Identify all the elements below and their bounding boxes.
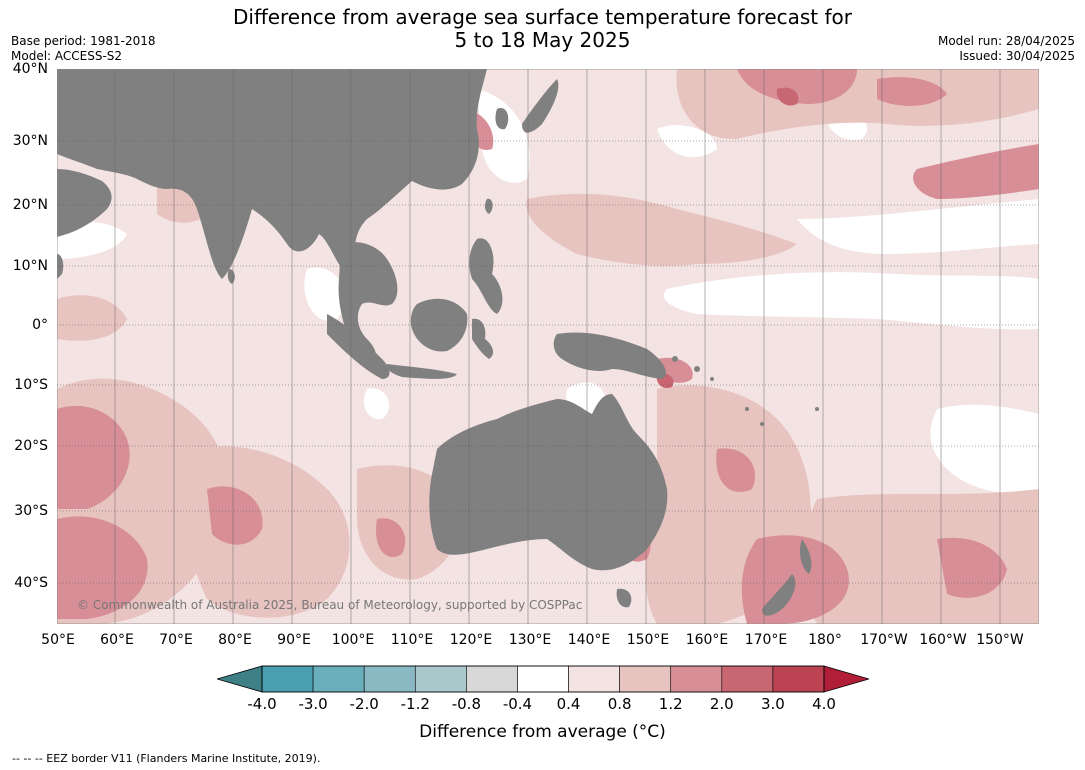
colorbar-tick-label: -0.4 [502, 695, 533, 713]
lon-label-80e: 80°E [218, 632, 252, 648]
lon-label-140e: 140°E [567, 632, 611, 648]
lat-label-eq: 0° [32, 317, 48, 333]
colorbar-tick-label: -4.0 [247, 695, 277, 713]
lon-label-70e: 70°E [159, 632, 193, 648]
lat-label-20n: 20°N [12, 197, 48, 213]
colorbar-segment [568, 665, 620, 693]
colorbar-segment [414, 665, 467, 693]
lon-label-150e: 150°E [626, 632, 670, 648]
lon-label-160w: 160°W [919, 632, 967, 648]
colorbar-tick-label: 0.4 [556, 695, 581, 713]
lon-label-60e: 60°E [100, 632, 134, 648]
lon-label-120e: 120°E [449, 632, 493, 648]
lat-label-30s: 30°S [14, 503, 48, 519]
lon-label-50e: 50°E [41, 632, 75, 648]
issued-date: Issued: 30/04/2025 [959, 49, 1075, 63]
colorbar-tick-label: 2.0 [709, 695, 734, 713]
lon-label-110e: 110°E [390, 632, 434, 648]
model-name: Model: ACCESS-S2 [11, 49, 123, 63]
lon-label-150w: 150°W [976, 632, 1024, 648]
colorbar [217, 665, 869, 693]
lon-label-90e: 90°E [277, 632, 311, 648]
colorbar-tick-label: -3.0 [298, 695, 328, 713]
title-line-2: 5 to 18 May 2025 [454, 28, 631, 52]
colorbar-segment [261, 665, 314, 693]
colorbar-segment [466, 665, 518, 693]
lat-label-10s: 10°S [14, 377, 48, 393]
lon-label-100e: 100°E [331, 632, 375, 648]
colorbar-tick-label: 0.8 [607, 695, 632, 713]
colorbar-segment [619, 665, 672, 693]
colorbar-tick-label: 3.0 [760, 695, 785, 713]
colorbar-title: Difference from average (°C) [419, 722, 666, 742]
lat-label-10n: 10°N [12, 258, 48, 274]
colorbar-extend-low [217, 666, 262, 692]
copyright-text: © Commonwealth of Australia 2025, Bureau… [77, 598, 582, 612]
colorbar-segment [363, 665, 416, 693]
colorbar-tick-label: 4.0 [812, 695, 836, 713]
colorbar-segments [261, 665, 825, 693]
lon-label-180: 180° [808, 632, 842, 648]
colorbar-segment [721, 665, 774, 693]
colorbar-segment [670, 665, 723, 693]
lon-label-170w: 170°W [860, 632, 908, 648]
warm-regions [57, 69, 1039, 624]
colorbar-segment [517, 665, 569, 693]
colorbar-extend-high [824, 666, 869, 692]
colorbar-segment [772, 665, 825, 693]
colorbar-tick-label: -1.2 [400, 695, 430, 713]
eez-footer: -- -- -- EEZ border V11 (Flanders Marine… [12, 752, 321, 765]
model-run: Model run: 28/04/2025 [937, 34, 1075, 48]
sst-anomaly-map: © Commonwealth of Australia 2025, Bureau… [57, 69, 1039, 624]
title-line-1: Difference from average sea surface temp… [232, 5, 852, 29]
lat-label-40s: 40°S [14, 575, 48, 591]
lon-label-130e: 130°E [508, 632, 552, 648]
lat-label-40n: 40°N [12, 61, 48, 77]
land-masses [57, 69, 819, 616]
lat-label-20s: 20°S [14, 438, 48, 454]
lon-label-160e: 160°E [685, 632, 729, 648]
colorbar-segment [312, 665, 365, 693]
lat-label-30n: 30°N [12, 133, 48, 149]
colorbar-tick-label: 1.2 [658, 695, 683, 713]
longitude-lines [114, 69, 1001, 624]
lon-label-170e: 170°E [744, 632, 788, 648]
colorbar-tick-label: -2.0 [349, 695, 379, 713]
colorbar-tick-label: -0.8 [451, 695, 481, 713]
base-period: Base period: 1981-2018 [11, 34, 156, 48]
